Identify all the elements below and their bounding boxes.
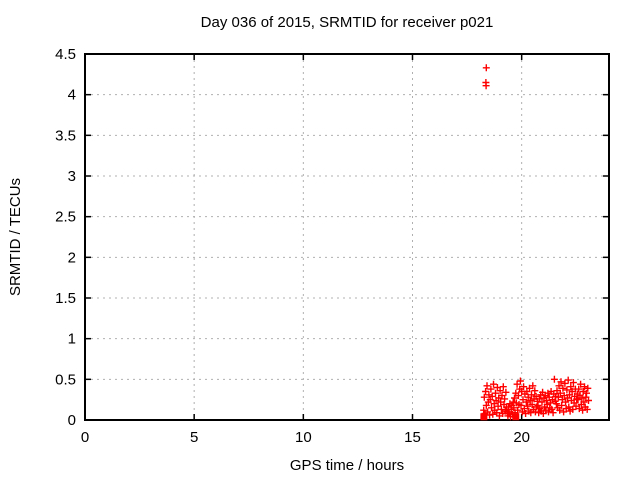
tick-labels: 0 5 10 15 20 0 0.5 1 1.5 2 2.5 3 3.5 4 4.5 (55, 46, 530, 446)
data-points-square-markers (480, 413, 520, 421)
x-axis-label: GPS time / hours (290, 457, 404, 474)
y-tick-label: 3 (68, 168, 76, 185)
x-tick-label: 5 (190, 429, 198, 446)
axis-ticks (84, 53, 609, 421)
y-tick-label: 2 (68, 249, 76, 266)
y-tick-label: 0.5 (55, 371, 76, 388)
y-axis-label: SRMTID / TECUs (7, 178, 24, 296)
data-points-plus-markers (480, 64, 592, 421)
y-tick-label: 1 (68, 331, 76, 348)
y-tick-label: 4.5 (55, 46, 76, 63)
y-tick-label: 3.5 (55, 127, 76, 144)
y-tick-label: 0 (68, 412, 76, 429)
x-tick-label: 15 (404, 429, 421, 446)
y-tick-label: 1.5 (55, 290, 76, 307)
plot-border (84, 53, 610, 421)
x-tick-label: 10 (295, 429, 312, 446)
grid-lines (85, 54, 609, 420)
y-tick-label: 4 (68, 87, 76, 104)
y-tick-label: 2.5 (55, 209, 76, 226)
x-tick-label: 20 (513, 429, 530, 446)
chart-title: Day 036 of 2015, SRMTID for receiver p02… (201, 14, 494, 31)
x-tick-label: 0 (81, 429, 89, 446)
